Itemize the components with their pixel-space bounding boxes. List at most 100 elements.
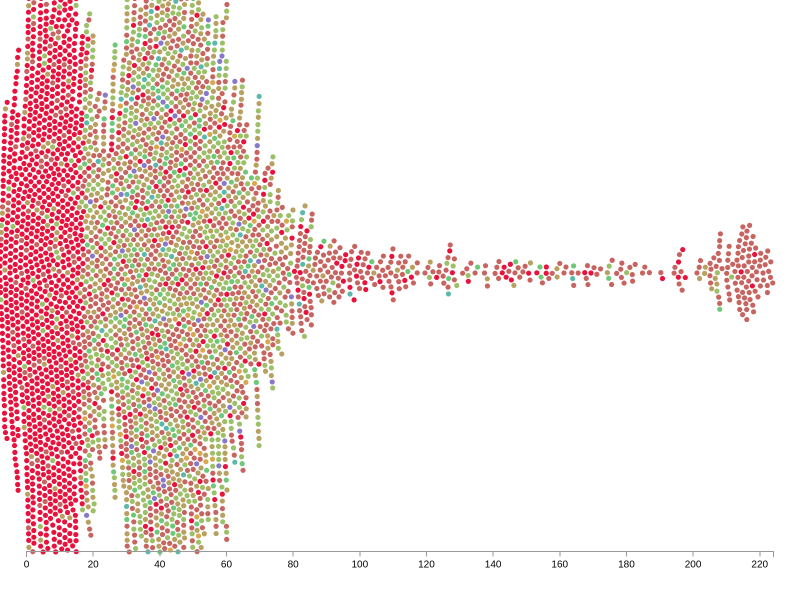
data-point	[24, 465, 30, 471]
data-point	[752, 259, 758, 265]
data-point	[134, 198, 140, 204]
data-point	[219, 498, 225, 504]
data-point	[142, 475, 148, 481]
data-point	[194, 461, 200, 467]
data-point	[64, 112, 70, 118]
data-point	[128, 332, 134, 338]
data-point	[122, 253, 129, 259]
data-point	[160, 231, 166, 237]
data-point	[262, 177, 268, 183]
data-point	[94, 219, 100, 226]
data-point	[163, 386, 169, 392]
data-point	[131, 168, 137, 174]
data-point	[109, 403, 115, 409]
data-point	[464, 266, 470, 272]
data-point	[64, 277, 71, 283]
data-point	[89, 367, 95, 373]
data-point	[178, 386, 184, 392]
data-point	[172, 338, 178, 344]
data-point	[185, 109, 191, 115]
data-point	[141, 242, 147, 248]
data-point	[13, 299, 19, 306]
data-point	[23, 241, 30, 247]
data-point	[78, 468, 84, 474]
data-point	[24, 235, 30, 241]
data-point	[61, 396, 67, 402]
data-point	[19, 172, 25, 178]
data-point	[207, 316, 213, 322]
data-point	[159, 328, 165, 334]
data-point	[39, 231, 45, 237]
data-point	[191, 321, 197, 328]
data-point	[332, 270, 339, 276]
data-point	[71, 259, 77, 265]
data-point	[363, 286, 369, 293]
data-point	[181, 375, 187, 381]
data-point	[17, 264, 23, 271]
data-point	[142, 516, 148, 522]
data-point	[185, 176, 191, 182]
data-point	[186, 378, 192, 384]
data-point	[264, 232, 271, 239]
data-point	[92, 103, 98, 109]
data-point	[88, 220, 95, 226]
data-point	[214, 228, 220, 234]
data-point	[56, 419, 62, 425]
data-point	[82, 416, 88, 422]
data-point	[135, 501, 141, 507]
data-point	[186, 267, 192, 274]
data-point	[285, 288, 291, 294]
data-point	[153, 144, 160, 150]
data-point	[85, 371, 91, 377]
data-point	[184, 45, 190, 51]
data-point	[77, 349, 83, 355]
data-point	[129, 210, 136, 216]
data-point	[0, 344, 6, 350]
data-point	[28, 288, 34, 294]
data-point	[234, 327, 240, 333]
data-point	[132, 369, 139, 375]
data-point	[224, 341, 231, 347]
data-point	[97, 152, 103, 158]
data-point	[210, 343, 216, 349]
data-point	[220, 337, 226, 344]
data-point	[107, 328, 114, 334]
data-point	[181, 24, 187, 30]
data-point	[177, 139, 183, 145]
data-point	[83, 512, 90, 518]
data-point	[73, 531, 79, 538]
data-point	[107, 245, 113, 251]
data-point	[92, 121, 99, 128]
data-point	[99, 353, 105, 359]
data-point	[8, 302, 14, 309]
data-point	[119, 148, 125, 155]
data-point	[23, 247, 30, 253]
data-point	[49, 377, 55, 383]
data-point	[256, 258, 262, 265]
data-point	[55, 166, 61, 172]
data-point	[235, 290, 242, 296]
data-point	[45, 393, 52, 399]
data-point	[82, 161, 88, 167]
data-point	[131, 16, 137, 22]
data-point	[223, 470, 229, 476]
data-point	[142, 40, 148, 47]
data-point	[73, 11, 79, 17]
data-point	[191, 404, 197, 410]
data-point	[193, 296, 199, 302]
data-point	[145, 101, 151, 107]
data-point	[240, 148, 247, 154]
data-point	[178, 457, 184, 463]
data-point	[130, 29, 137, 35]
data-point	[160, 257, 166, 263]
data-point	[46, 482, 53, 489]
data-point	[225, 235, 231, 241]
data-point	[233, 227, 239, 233]
data-point	[5, 333, 11, 339]
data-point	[184, 331, 191, 337]
data-point	[181, 9, 188, 16]
data-point	[141, 76, 148, 83]
data-point	[496, 275, 502, 282]
data-point	[178, 245, 185, 251]
data-point	[241, 305, 247, 311]
